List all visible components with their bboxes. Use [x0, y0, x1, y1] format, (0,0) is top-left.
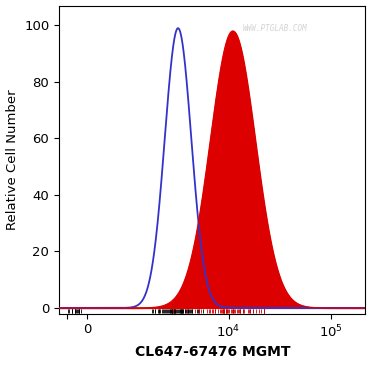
Y-axis label: Relative Cell Number: Relative Cell Number	[6, 89, 19, 230]
Text: WWW.PTGLAB.COM: WWW.PTGLAB.COM	[243, 24, 308, 33]
X-axis label: CL647-67476 MGMT: CL647-67476 MGMT	[135, 345, 290, 360]
